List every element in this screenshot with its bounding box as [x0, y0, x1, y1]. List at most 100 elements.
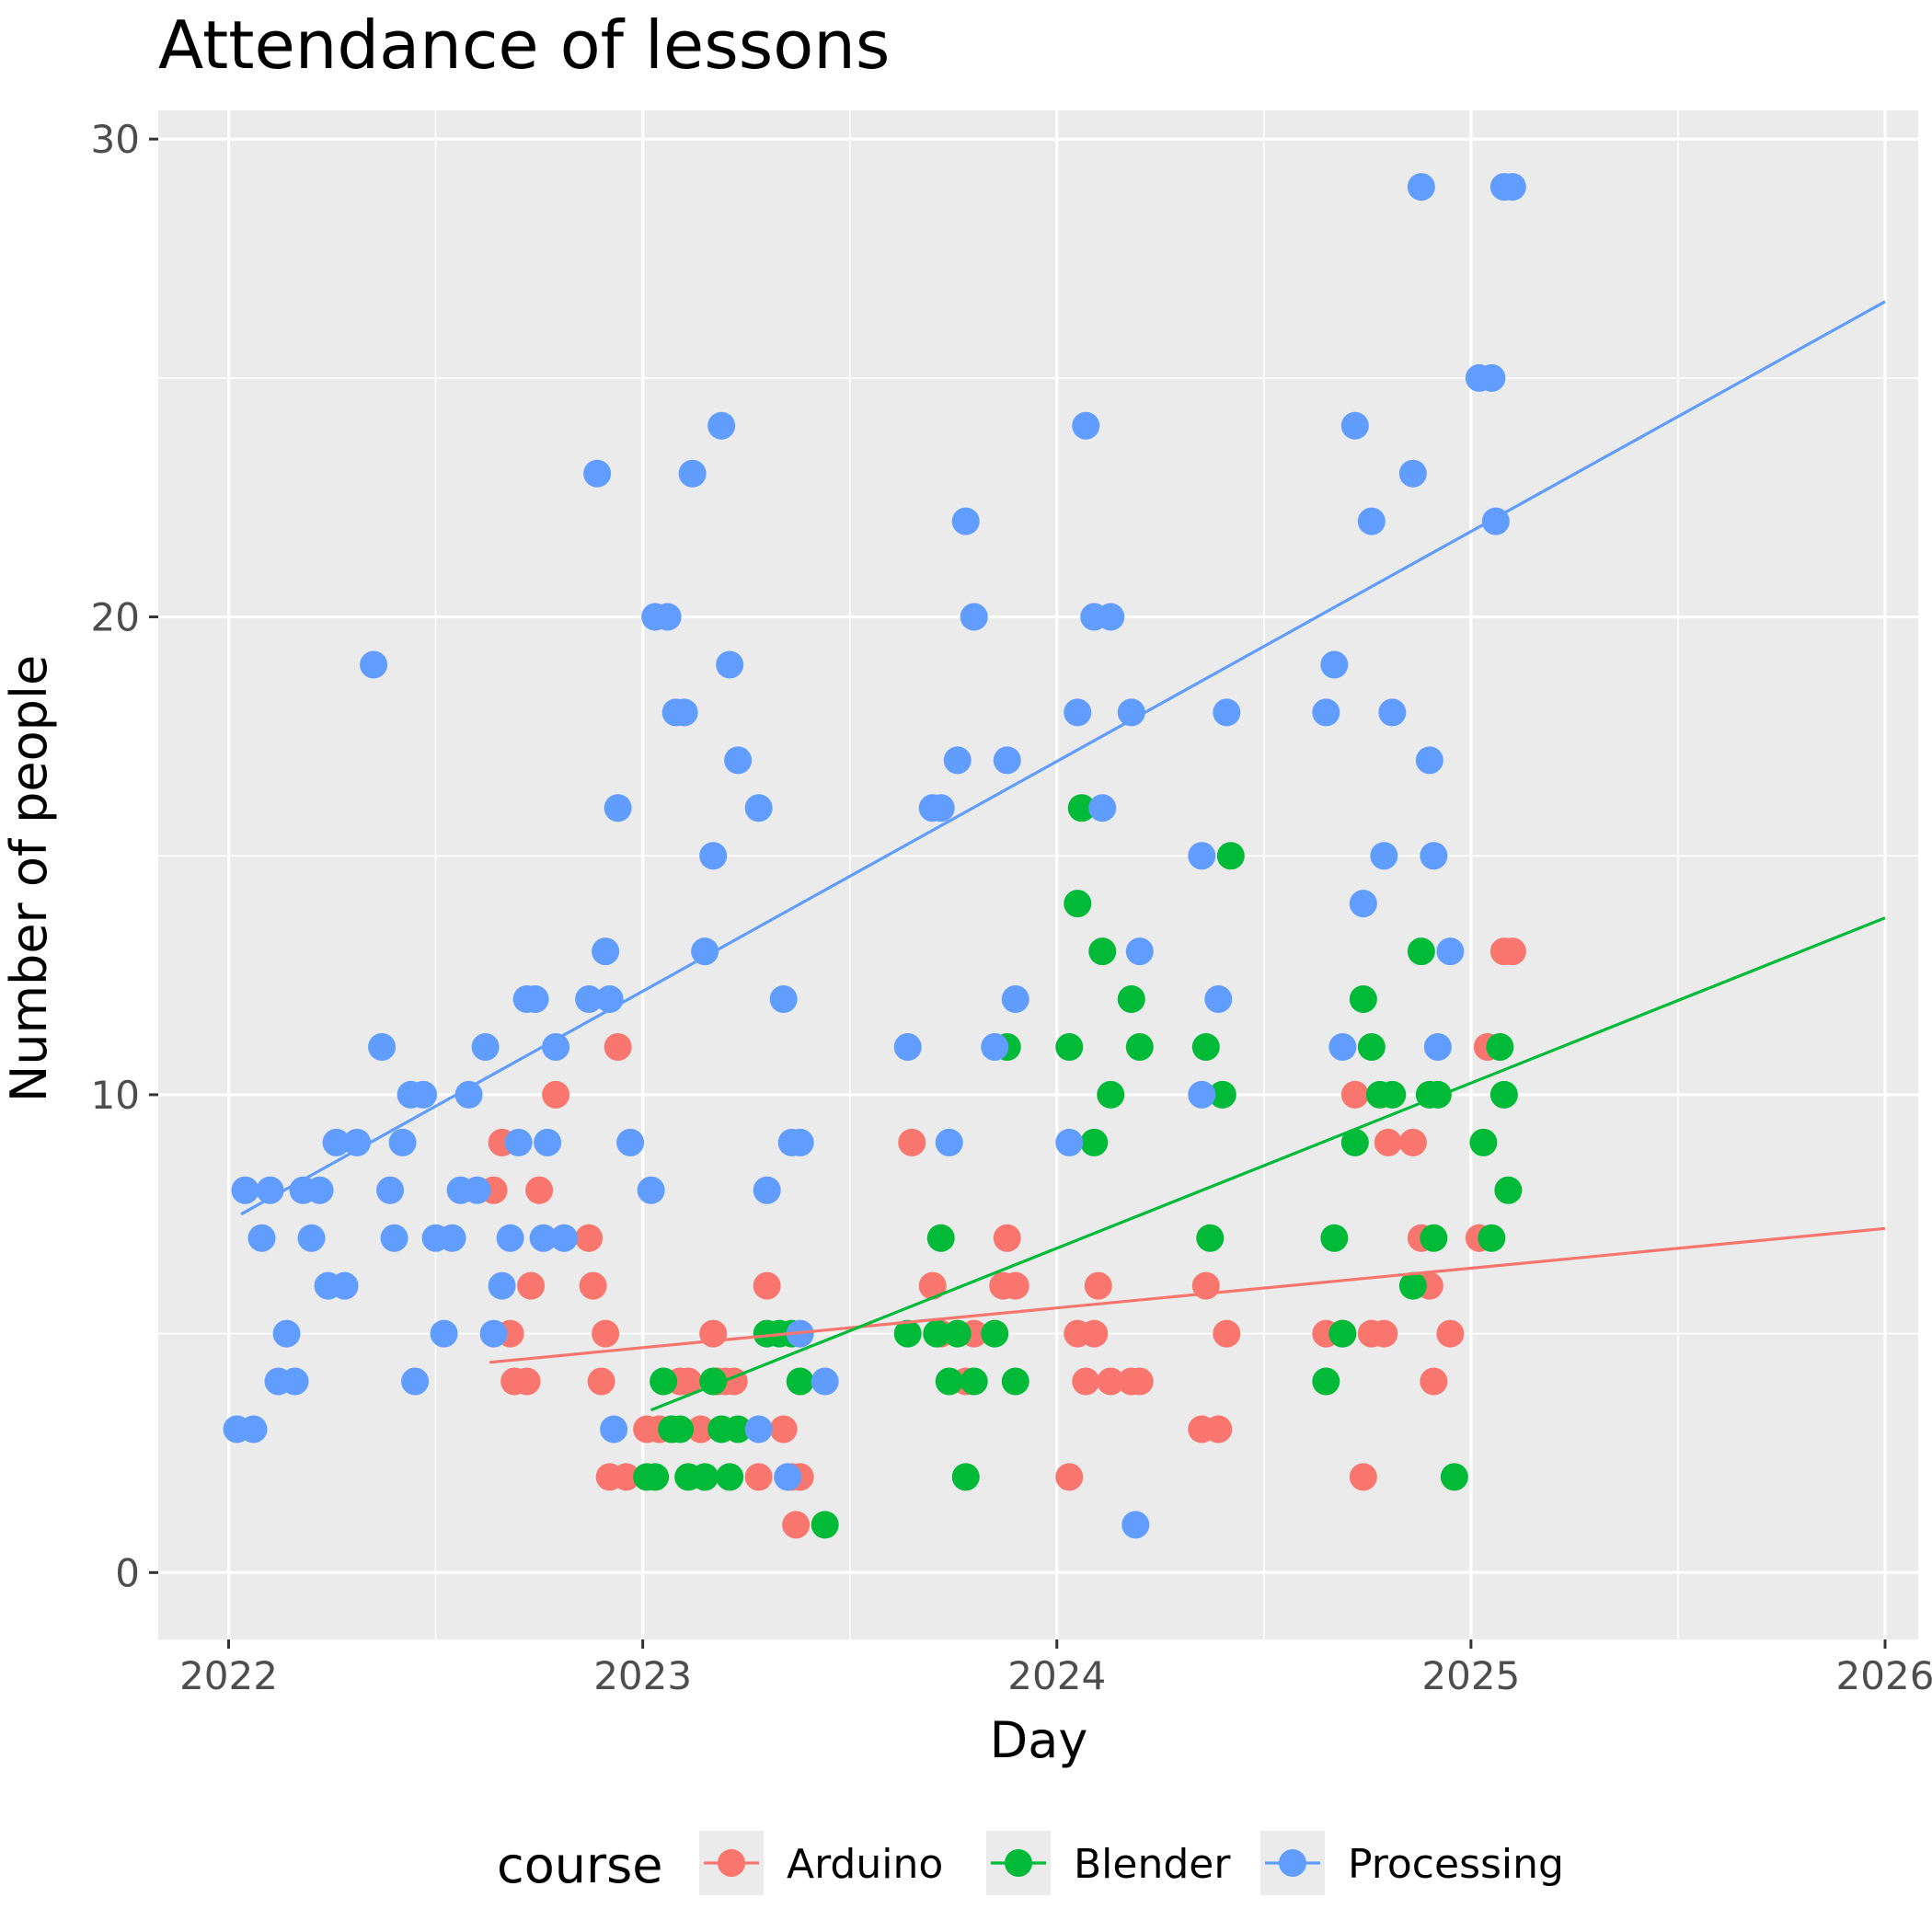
trend-line-blender [650, 916, 1886, 1412]
data-point [529, 1224, 558, 1252]
data-point [1055, 1032, 1084, 1061]
data-point [430, 1319, 458, 1348]
data-point [401, 1367, 430, 1396]
data-point [744, 1463, 773, 1491]
data-point [1196, 1224, 1225, 1252]
data-point [438, 1224, 466, 1252]
data-point [592, 1319, 620, 1348]
data-point [774, 1463, 802, 1491]
data-point [1125, 1367, 1154, 1396]
data-point [343, 1128, 372, 1156]
data-point [1204, 985, 1233, 1014]
data-point [388, 1128, 417, 1156]
data-point [1088, 937, 1117, 966]
data-point [1001, 985, 1029, 1014]
data-point [724, 1415, 753, 1443]
data-point [1067, 794, 1096, 822]
x-tick-label: 2023 [593, 1653, 692, 1698]
data-point [1213, 1319, 1241, 1348]
data-point [1340, 411, 1369, 440]
data-point [993, 746, 1021, 775]
data-point [360, 650, 388, 679]
data-point [612, 1463, 640, 1491]
legend: course Arduino Blender Processing [497, 1831, 1564, 1895]
data-point [653, 603, 682, 631]
data-point [1420, 1367, 1448, 1396]
x-tick-label: 2025 [1421, 1653, 1520, 1698]
data-point [753, 1176, 781, 1204]
data-point [786, 1367, 814, 1396]
data-point [1080, 1128, 1109, 1156]
data-point [587, 1367, 615, 1396]
data-point [1312, 1367, 1340, 1396]
data-point [1312, 698, 1340, 727]
trend-line-processing [240, 300, 1886, 1216]
data-point [1340, 1128, 1369, 1156]
data-point [893, 1032, 922, 1061]
data-point [993, 1224, 1021, 1252]
data-point [926, 794, 955, 822]
x-tick-label: 2022 [179, 1653, 278, 1698]
data-point [707, 411, 736, 440]
data-point [1407, 173, 1435, 201]
data-point [686, 1415, 715, 1443]
data-point [579, 1271, 607, 1300]
data-point [935, 1128, 963, 1156]
data-point [1088, 794, 1117, 822]
data-point [744, 1415, 773, 1443]
data-point [893, 1319, 922, 1348]
legend-key-point [718, 1849, 745, 1877]
data-point [297, 1224, 326, 1252]
data-point [368, 1032, 397, 1061]
data-point [1357, 1032, 1386, 1061]
data-point [231, 1176, 259, 1204]
data-point [479, 1319, 508, 1348]
data-point [1478, 1224, 1506, 1252]
data-point [898, 1128, 926, 1156]
data-point [542, 1080, 570, 1109]
y-tick-label: 10 [91, 1073, 140, 1118]
y-tick-label: 30 [91, 117, 140, 162]
data-point [592, 937, 620, 966]
data-point [753, 1271, 781, 1300]
data-point [376, 1176, 405, 1204]
data-point [534, 1128, 562, 1156]
data-point [691, 937, 719, 966]
data-point [670, 698, 698, 727]
legend-item-processing: Processing [1260, 1831, 1564, 1895]
data-point [1072, 411, 1100, 440]
data-point [951, 1463, 980, 1491]
data-point [943, 746, 972, 775]
data-point [239, 1415, 268, 1443]
data-point [583, 459, 612, 488]
data-point [811, 1367, 839, 1396]
major-gridlines [158, 110, 1918, 1639]
data-point [1097, 1080, 1125, 1109]
data-point [1436, 937, 1465, 966]
data-point [1407, 937, 1435, 966]
data-point [1055, 1463, 1084, 1491]
data-point [943, 1319, 972, 1348]
trend-lines [240, 300, 1886, 1412]
chart-title: Attendance of lessons [158, 6, 890, 84]
data-point [604, 794, 632, 822]
data-point [496, 1224, 524, 1252]
legend-title: course [497, 1836, 663, 1894]
data-point [575, 985, 604, 1014]
data-point [1420, 842, 1448, 870]
data-point [1349, 890, 1377, 918]
data-point [1486, 1032, 1514, 1061]
data-point [769, 985, 798, 1014]
data-point [1415, 746, 1443, 775]
data-point [1349, 985, 1377, 1014]
data-point [1398, 459, 1427, 488]
data-point [272, 1319, 301, 1348]
data-point [650, 1367, 678, 1396]
legend-key-point [1005, 1849, 1032, 1877]
data-point [1121, 1511, 1150, 1539]
data-point [256, 1176, 284, 1204]
data-point [1469, 1128, 1498, 1156]
data-point [724, 746, 753, 775]
data-point [674, 1367, 703, 1396]
